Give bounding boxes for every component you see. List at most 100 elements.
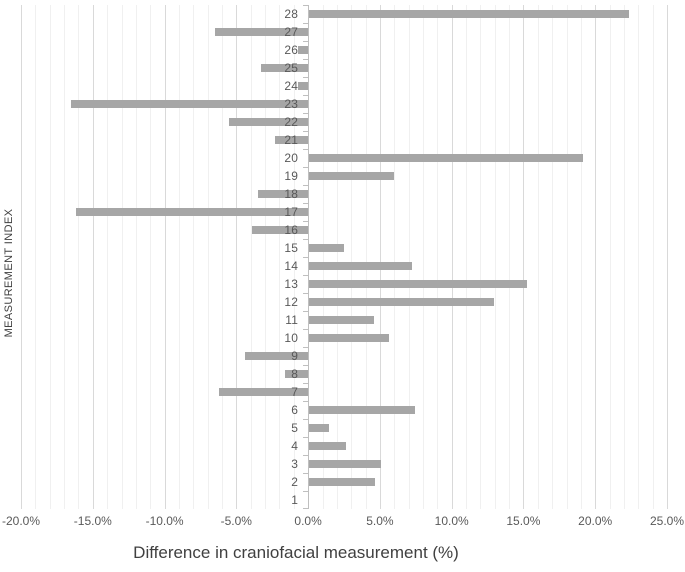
category-label: 5 [291, 421, 299, 435]
category-label: 13 [284, 277, 299, 291]
category-tick [303, 419, 309, 420]
major-gridline [236, 5, 238, 509]
category-tick [303, 401, 309, 402]
bar [309, 10, 630, 18]
category-label: 20 [284, 151, 299, 165]
minor-gridline [509, 5, 511, 509]
category-tick [303, 185, 309, 186]
category-label: 21 [284, 133, 299, 147]
category-tick [303, 113, 309, 114]
bar [219, 388, 309, 396]
bar [257, 190, 309, 198]
minor-gridline [623, 5, 625, 509]
bar [75, 208, 309, 216]
minor-gridline [293, 5, 295, 509]
category-label: 7 [291, 385, 299, 399]
minor-gridline [322, 5, 324, 509]
category-label: 18 [284, 187, 299, 201]
bar [298, 46, 309, 54]
category-tick [303, 383, 309, 384]
y-axis-title: MEASUREMENT INDEX [3, 208, 15, 338]
zero-axis-line [308, 5, 310, 509]
category-label: 6 [291, 403, 299, 417]
category-tick [303, 131, 309, 132]
minor-gridline [423, 5, 424, 509]
category-tick [303, 508, 309, 509]
bar [298, 82, 309, 90]
x-tick-label: -20.0% [1, 514, 41, 528]
category-tick [303, 293, 309, 294]
minor-gridline [365, 5, 367, 509]
bar [309, 406, 416, 414]
minor-gridline [638, 5, 640, 509]
major-gridline [523, 5, 525, 509]
category-label: 12 [284, 295, 299, 309]
minor-gridline [652, 5, 654, 509]
category-label: 4 [291, 439, 299, 453]
major-gridline [667, 5, 668, 509]
major-gridline [21, 5, 22, 509]
bar [309, 316, 374, 324]
minor-gridline [64, 5, 66, 509]
x-tick-label: 15.0% [506, 514, 541, 528]
category-tick [303, 77, 309, 78]
major-gridline [595, 5, 597, 509]
x-tick-label: 25.0% [649, 514, 685, 528]
minor-gridline [537, 5, 539, 509]
category-label: 23 [284, 97, 299, 111]
bar [214, 28, 309, 36]
bar [252, 226, 309, 234]
minor-gridline [494, 5, 496, 509]
minor-gridline [336, 5, 338, 509]
x-tick-label: 20.0% [578, 514, 613, 528]
category-label: 28 [284, 7, 299, 21]
category-tick [303, 347, 309, 348]
category-tick [303, 491, 309, 492]
category-tick [303, 455, 309, 456]
bar [309, 478, 376, 486]
bar [275, 136, 309, 144]
minor-gridline [121, 5, 123, 509]
plot-area: 1 2 3 4 5 6 7 8 9 10 11 12 13 14 15 16 17 18 19 20 21 22 23 24 2… [21, 5, 668, 509]
category-label: 3 [291, 457, 299, 471]
category-label: 16 [284, 223, 299, 237]
x-tick-label: 10.0% [434, 514, 469, 528]
category-tick [303, 59, 309, 60]
bar [309, 244, 344, 252]
major-gridline [92, 5, 94, 509]
category-tick [303, 257, 309, 258]
minor-gridline [250, 5, 252, 509]
category-label: 15 [284, 241, 299, 255]
category-label: 11 [285, 313, 299, 327]
x-tick-label: -15.0% [73, 514, 112, 528]
x-axis-title: Difference in craniofacial measurement (… [133, 543, 459, 562]
category-tick [303, 275, 309, 276]
category-tick [303, 239, 309, 240]
minor-gridline [265, 5, 266, 509]
x-tick-label: 5.0% [366, 514, 394, 528]
minor-gridline [178, 5, 180, 509]
category-tick [303, 203, 309, 204]
category-label: 10 [284, 331, 299, 345]
minor-gridline [135, 5, 137, 509]
category-label: 25 [284, 61, 299, 75]
category-label: 24 [284, 79, 299, 93]
category-tick [303, 365, 309, 366]
category-label: 27 [284, 25, 299, 39]
category-label: 14 [284, 259, 299, 273]
category-label: 26 [284, 43, 299, 57]
minor-gridline [351, 5, 353, 509]
minor-gridline [49, 5, 51, 509]
x-tick-label: -5.0% [220, 514, 252, 528]
bar [229, 118, 309, 126]
minor-gridline [193, 5, 195, 509]
bar [309, 262, 413, 270]
category-label: 22 [284, 115, 299, 129]
category-tick [303, 221, 309, 222]
x-tick-label: -10.0% [145, 514, 184, 528]
bar [309, 442, 347, 450]
major-gridline [451, 5, 453, 509]
category-label: 2 [291, 475, 299, 489]
minor-gridline [394, 5, 396, 509]
